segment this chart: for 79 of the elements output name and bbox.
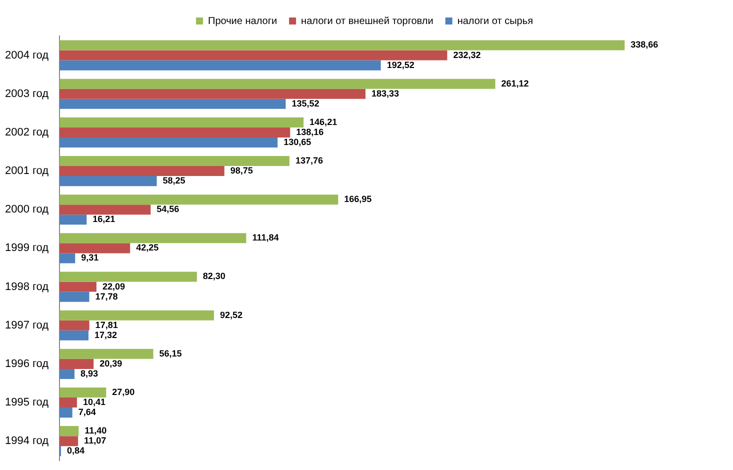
y-tick-label: 2002 год xyxy=(5,126,50,138)
bar xyxy=(60,408,72,418)
y-tick-label: 1994 год xyxy=(5,435,50,448)
y-tick-label: 2001 год xyxy=(5,165,50,178)
y-tick-label: 2004 год xyxy=(5,49,50,62)
data-label: 58,25 xyxy=(162,176,186,186)
data-label: 27,90 xyxy=(112,386,135,397)
legend-label: налоги от сырья xyxy=(457,16,533,27)
data-label: 16,21 xyxy=(92,214,116,224)
legend-label: налоги от внешней торговли xyxy=(301,16,434,27)
bar xyxy=(60,243,130,254)
bar xyxy=(60,436,78,446)
bar xyxy=(60,310,214,320)
data-label: 20,39 xyxy=(100,358,122,368)
data-label: 92,52 xyxy=(220,310,242,320)
data-label: 54,56 xyxy=(156,204,180,214)
data-label: 11,07 xyxy=(84,436,106,446)
bar xyxy=(60,50,448,60)
data-label: 17,32 xyxy=(94,330,118,340)
bar xyxy=(60,282,96,292)
bar xyxy=(60,166,224,176)
bar xyxy=(60,40,625,50)
data-label: 56,15 xyxy=(159,348,182,358)
bar xyxy=(60,214,87,225)
data-label: 10,41 xyxy=(82,397,106,408)
bar xyxy=(60,358,94,369)
data-label: 111,84 xyxy=(252,232,279,243)
bar xyxy=(60,348,154,359)
data-label: 7,64 xyxy=(78,407,96,418)
bar xyxy=(60,194,338,205)
data-label: 146,21 xyxy=(310,116,338,127)
bar xyxy=(60,398,77,408)
bar xyxy=(60,204,151,215)
data-label: 183,33 xyxy=(371,88,400,98)
bar xyxy=(60,387,106,398)
bar xyxy=(60,292,90,302)
bar xyxy=(60,176,157,186)
bar xyxy=(60,330,88,340)
y-tick-label: 1996 год xyxy=(5,358,50,370)
legend-label: Прочие налоги xyxy=(208,16,278,27)
bar xyxy=(60,60,381,70)
data-label: 98,75 xyxy=(230,166,253,176)
y-tick-label: 2000 год xyxy=(5,204,50,216)
data-label: 166,95 xyxy=(344,194,372,204)
data-label: 17,81 xyxy=(95,320,118,330)
y-tick-label: 1997 год xyxy=(5,319,50,332)
bar xyxy=(60,98,286,109)
y-tick-label: 1998 год xyxy=(5,280,50,293)
data-label: 138,16 xyxy=(296,126,324,137)
bar xyxy=(60,368,74,379)
y-tick-label: 1999 год xyxy=(5,242,50,254)
data-label: 192,52 xyxy=(386,60,414,70)
bar xyxy=(60,253,76,264)
bar xyxy=(60,320,90,330)
bar xyxy=(60,272,197,282)
bar xyxy=(60,88,366,99)
y-tick-label: 2003 год xyxy=(5,88,50,100)
data-label: 22,09 xyxy=(102,281,125,292)
data-label: 8,93 xyxy=(80,368,98,378)
data-label: 11,40 xyxy=(84,426,107,436)
data-label: 42,25 xyxy=(136,242,159,253)
data-label: 17,78 xyxy=(95,291,118,302)
data-label: 130,65 xyxy=(284,136,312,147)
bar xyxy=(60,426,79,436)
bar xyxy=(60,127,290,138)
data-label: 338,66 xyxy=(630,40,658,50)
bar xyxy=(60,117,304,128)
data-label: 0,84 xyxy=(66,446,85,456)
bar xyxy=(60,233,246,244)
data-label: 232,32 xyxy=(453,50,481,60)
y-tick-label: 1995 год xyxy=(5,396,50,409)
data-label: 137,76 xyxy=(295,155,323,166)
data-label: 9,31 xyxy=(81,252,99,263)
bar xyxy=(60,156,290,166)
data-label: 82,30 xyxy=(202,271,226,282)
bar xyxy=(60,137,278,148)
bar xyxy=(60,78,496,89)
data-label: 261,12 xyxy=(501,78,529,88)
data-label: 135,52 xyxy=(292,98,320,108)
